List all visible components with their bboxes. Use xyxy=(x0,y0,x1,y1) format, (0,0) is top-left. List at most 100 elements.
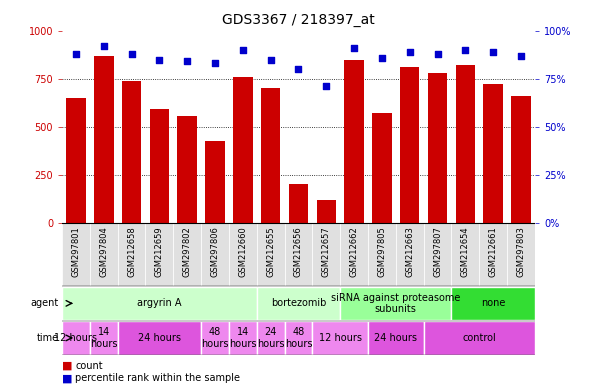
Bar xyxy=(205,141,225,223)
Text: siRNA against proteasome
subunits: siRNA against proteasome subunits xyxy=(331,293,460,314)
Text: 14
hours: 14 hours xyxy=(229,327,256,349)
Bar xyxy=(400,67,420,223)
Bar xyxy=(62,287,256,320)
Text: 48
hours: 48 hours xyxy=(202,327,229,349)
Point xyxy=(433,51,442,57)
Bar xyxy=(284,223,313,286)
Text: GSM212657: GSM212657 xyxy=(322,226,331,276)
Text: GSM212660: GSM212660 xyxy=(238,226,247,276)
Bar xyxy=(62,223,90,286)
Bar xyxy=(424,321,535,354)
Point xyxy=(516,53,525,59)
Text: 48
hours: 48 hours xyxy=(285,327,312,349)
Bar xyxy=(201,321,229,354)
Bar xyxy=(122,81,141,223)
Text: GSM212656: GSM212656 xyxy=(294,226,303,276)
Bar xyxy=(313,223,340,286)
Bar xyxy=(483,84,503,223)
Bar xyxy=(201,223,229,286)
Bar xyxy=(62,321,90,354)
Bar xyxy=(340,287,452,320)
Bar xyxy=(261,88,280,223)
Point xyxy=(99,43,109,49)
Text: 12 hours: 12 hours xyxy=(319,333,362,343)
Text: GSM212658: GSM212658 xyxy=(127,226,136,276)
Bar xyxy=(145,223,173,286)
Point xyxy=(210,60,220,66)
Text: GSM297801: GSM297801 xyxy=(72,226,80,276)
Text: GSM212654: GSM212654 xyxy=(461,226,470,276)
Bar xyxy=(428,73,447,223)
Text: GSM297807: GSM297807 xyxy=(433,226,442,277)
Bar xyxy=(66,98,86,223)
Bar xyxy=(118,321,201,354)
Point xyxy=(294,66,303,72)
Text: GSM212661: GSM212661 xyxy=(489,226,498,276)
Bar xyxy=(340,223,368,286)
Text: bortezomib: bortezomib xyxy=(271,298,326,308)
Point xyxy=(405,49,414,55)
Text: GSM297806: GSM297806 xyxy=(210,226,219,277)
Text: count: count xyxy=(75,361,103,371)
Bar xyxy=(90,223,118,286)
Bar xyxy=(229,223,256,286)
Bar xyxy=(289,184,308,223)
Point xyxy=(238,47,248,53)
Bar xyxy=(452,223,479,286)
Text: none: none xyxy=(481,298,505,308)
Point xyxy=(460,47,470,53)
Text: percentile rank within the sample: percentile rank within the sample xyxy=(75,373,240,383)
Text: ■: ■ xyxy=(62,361,73,371)
Text: GSM297804: GSM297804 xyxy=(99,226,108,276)
Text: ■: ■ xyxy=(62,373,73,383)
Text: 24 hours: 24 hours xyxy=(374,333,417,343)
Bar xyxy=(118,223,145,286)
Bar xyxy=(233,77,252,223)
Text: GSM212659: GSM212659 xyxy=(155,226,164,276)
Point xyxy=(266,56,275,63)
Bar xyxy=(452,287,535,320)
Text: GSM212662: GSM212662 xyxy=(350,226,359,276)
Bar xyxy=(396,223,424,286)
Bar xyxy=(256,287,340,320)
Bar xyxy=(177,116,197,223)
Text: 24 hours: 24 hours xyxy=(138,333,181,343)
Text: control: control xyxy=(462,333,496,343)
Bar xyxy=(150,109,169,223)
Bar xyxy=(94,56,113,223)
Point xyxy=(183,58,192,65)
Text: GSM297805: GSM297805 xyxy=(378,226,387,276)
Text: GSM297802: GSM297802 xyxy=(183,226,191,276)
Text: 12 hours: 12 hours xyxy=(54,333,98,343)
Point xyxy=(377,55,387,61)
Bar xyxy=(90,321,118,354)
Text: GSM212655: GSM212655 xyxy=(266,226,275,276)
Bar xyxy=(368,321,424,354)
Text: GSM297803: GSM297803 xyxy=(517,226,525,277)
Bar xyxy=(372,113,392,223)
Text: agent: agent xyxy=(31,298,59,308)
Bar xyxy=(456,65,475,223)
Point xyxy=(488,49,498,55)
Bar xyxy=(173,223,201,286)
Point xyxy=(349,45,359,51)
Text: 24
hours: 24 hours xyxy=(257,327,284,349)
Bar xyxy=(424,223,452,286)
Bar xyxy=(284,321,313,354)
Text: time: time xyxy=(37,333,59,343)
Bar xyxy=(345,60,364,223)
Point xyxy=(72,51,81,57)
Point xyxy=(127,51,137,57)
Title: GDS3367 / 218397_at: GDS3367 / 218397_at xyxy=(222,13,375,27)
Text: argyrin A: argyrin A xyxy=(137,298,181,308)
Bar xyxy=(479,223,507,286)
Bar xyxy=(256,223,284,286)
Point xyxy=(322,83,331,89)
Bar xyxy=(507,223,535,286)
Text: 14
hours: 14 hours xyxy=(90,327,118,349)
Point xyxy=(155,56,164,63)
Bar xyxy=(256,321,284,354)
Bar xyxy=(368,223,396,286)
Bar xyxy=(317,200,336,223)
Bar xyxy=(313,321,368,354)
